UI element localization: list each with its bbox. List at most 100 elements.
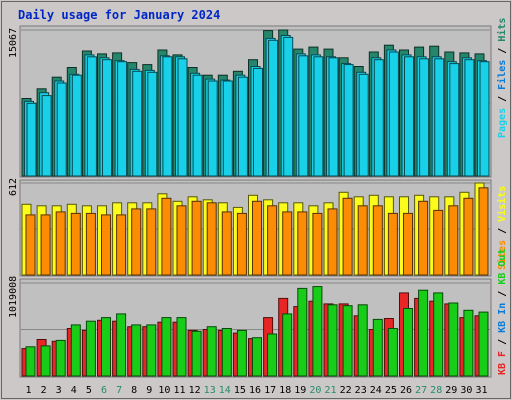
bar-top-pages-day-23 xyxy=(358,73,369,177)
bar-bottom-kb-out-day-11 xyxy=(176,317,187,377)
x-tick-label-day-23: 23 xyxy=(355,385,367,396)
bar-middle-sites-day-1 xyxy=(25,214,36,276)
x-axis-labels: 1 2 3 4 5 6 7 8 9 10 11 12 13 14 15 16 17 18 19 20 21 22 23 24 2… xyxy=(25,385,487,396)
bar-middle-sites-day-19 xyxy=(297,211,308,276)
bar-middle-sites-day-11 xyxy=(176,205,187,276)
bar-top-pages-day-18 xyxy=(283,36,294,177)
bar-top-pages-day-19 xyxy=(298,55,309,177)
bar-top-pages-day-9 xyxy=(147,71,158,177)
bar-middle-sites-day-3 xyxy=(55,211,66,276)
bar-middle-sites-day-2 xyxy=(40,214,51,276)
legend-kb-in: KB In xyxy=(497,303,508,333)
bar-bottom-kb-out-day-1 xyxy=(25,346,36,377)
bar-top-pages-day-29 xyxy=(449,63,460,177)
bar-middle-sites-day-22 xyxy=(342,197,353,276)
bar-bottom-kb-out-day-7 xyxy=(116,313,127,377)
legend-visits: Visits xyxy=(496,186,508,222)
x-tick-label-day-25: 25 xyxy=(385,385,397,396)
x-tick-label-day-7: 7 xyxy=(116,385,122,396)
bar-middle-sites-day-28 xyxy=(433,209,444,276)
bar-bottom-kb-out-day-8 xyxy=(131,324,142,377)
bar-middle-sites-day-26 xyxy=(403,212,413,276)
bar-middle-sites-day-7 xyxy=(116,214,127,276)
bar-bottom-kb-out-day-13 xyxy=(206,326,217,377)
bar-bottom-kb-out-day-4 xyxy=(70,324,81,377)
bar-middle-sites-day-17 xyxy=(267,205,278,276)
bar-middle-sites-day-24 xyxy=(372,205,383,276)
bar-top-pages-day-15 xyxy=(237,76,248,177)
bar-middle-sites-day-9 xyxy=(146,208,157,276)
bar-middle-sites-day-14 xyxy=(221,211,232,276)
bar-bottom-kb-out-day-6 xyxy=(101,317,111,377)
bar-bottom-kb-out-day-24 xyxy=(372,318,383,377)
bar-middle-sites-day-27 xyxy=(418,200,429,276)
bar-top-pages-day-2 xyxy=(41,95,52,177)
panel-top-legend: Pages / Files / Hits xyxy=(496,18,508,138)
bar-bottom-kb-out-day-10 xyxy=(161,317,172,377)
bar-top-pages-day-27 xyxy=(419,58,430,177)
bar-top-pages-day-14 xyxy=(222,80,233,177)
bar-top-pages-day-24 xyxy=(373,59,384,177)
bar-middle-sites-day-23 xyxy=(357,205,368,276)
x-tick-label-day-20: 20 xyxy=(309,385,321,396)
bar-bottom-kb-out-day-3 xyxy=(55,339,66,377)
legend-sites: Sites xyxy=(496,240,508,270)
bar-top-pages-day-20 xyxy=(313,56,324,177)
x-tick-label-day-30: 30 xyxy=(460,385,472,396)
bar-top-pages-day-16 xyxy=(253,67,263,177)
bar-bottom-kb-out-day-22 xyxy=(342,305,353,377)
bar-top-pages-day-31 xyxy=(479,61,490,177)
bar-bottom-kb-out-day-14 xyxy=(221,328,232,377)
bar-middle-sites-day-29 xyxy=(448,205,459,276)
x-tick-label-day-29: 29 xyxy=(445,385,457,396)
x-tick-label-day-5: 5 xyxy=(86,385,92,396)
panel-bottom-legend: KB F / KB In / KB Out xyxy=(497,249,508,375)
bar-bottom-kb-out-day-2 xyxy=(40,345,51,377)
bar-bottom-kb-out-day-29 xyxy=(448,302,459,377)
x-tick-label-day-12: 12 xyxy=(189,385,201,396)
bar-bottom-kb-out-day-15 xyxy=(236,329,247,377)
bar-bottom-kb-out-day-26 xyxy=(403,308,413,377)
bar-top-pages-day-1 xyxy=(26,102,37,177)
bar-top-pages-day-7 xyxy=(117,61,128,177)
bar-bottom-kb-out-day-25 xyxy=(387,328,398,377)
x-tick-label-day-11: 11 xyxy=(173,385,185,396)
bar-top-pages-day-10 xyxy=(162,56,173,177)
x-tick-label-day-19: 19 xyxy=(294,385,306,396)
x-tick-label-day-18: 18 xyxy=(279,385,291,396)
bar-middle-sites-day-31 xyxy=(478,187,489,276)
bar-top-pages-day-8 xyxy=(132,70,143,177)
bar-top-pages-day-28 xyxy=(434,58,445,177)
bar-bottom-kb-out-day-19 xyxy=(297,287,308,377)
bar-middle-sites-day-10 xyxy=(161,197,172,276)
bar-bottom-kb-out-day-9 xyxy=(146,324,157,377)
x-tick-label-day-16: 16 xyxy=(249,385,261,396)
bar-bottom-kb-out-day-27 xyxy=(418,289,429,377)
bar-middle-sites-day-20 xyxy=(312,212,323,276)
x-tick-label-day-1: 1 xyxy=(25,385,31,396)
legend-sep-1: / xyxy=(497,90,508,108)
bar-top-pages-day-17 xyxy=(268,39,279,177)
x-tick-label-day-28: 28 xyxy=(430,385,442,396)
bar-top-pages-day-30 xyxy=(464,59,475,177)
legend-sep-4: / xyxy=(497,333,508,351)
legend-pages: Pages xyxy=(497,108,508,138)
bar-top-pages-day-26 xyxy=(404,56,414,177)
bar-bottom-kb-out-day-12 xyxy=(191,330,202,377)
panel-middle-max-label: 612 xyxy=(8,178,19,196)
legend-sep-5: / xyxy=(497,285,508,303)
x-tick-label-day-4: 4 xyxy=(71,385,77,396)
bars-layer xyxy=(21,29,490,377)
bar-middle-sites-day-30 xyxy=(463,197,474,276)
x-tick-label-day-3: 3 xyxy=(56,385,62,396)
bar-middle-sites-day-21 xyxy=(327,208,338,276)
x-tick-label-day-15: 15 xyxy=(234,385,246,396)
bar-bottom-kb-out-day-30 xyxy=(463,309,474,377)
bar-bottom-kb-out-day-17 xyxy=(267,333,278,377)
x-tick-label-day-8: 8 xyxy=(131,385,137,396)
bar-middle-sites-day-12 xyxy=(191,200,202,276)
bar-bottom-kb-out-day-5 xyxy=(85,320,96,377)
